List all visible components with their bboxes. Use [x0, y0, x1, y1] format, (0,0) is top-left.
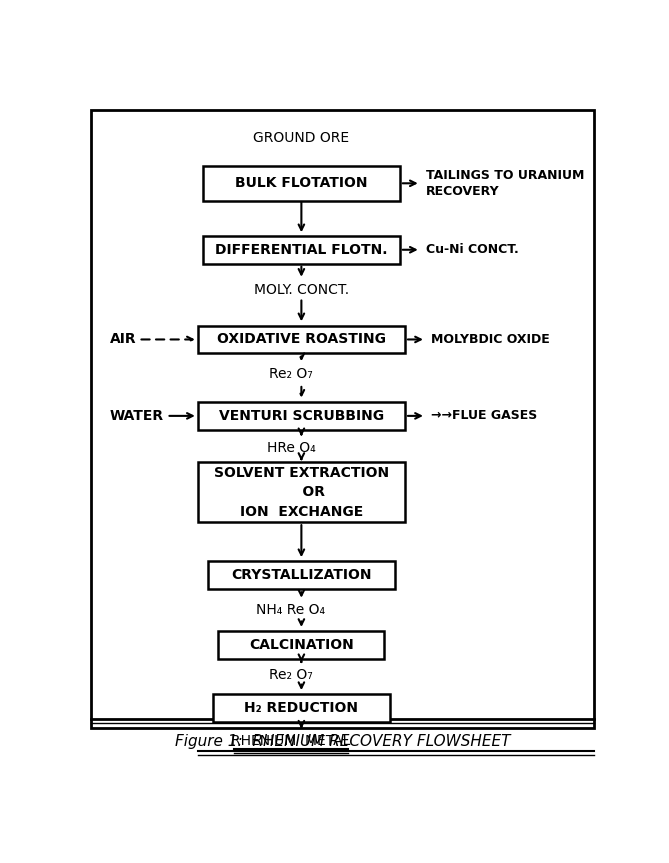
Text: SOLVENT EXTRACTION
     OR
ION  EXCHANGE: SOLVENT EXTRACTION OR ION EXCHANGE	[214, 466, 389, 519]
Text: WATER: WATER	[110, 409, 164, 423]
Bar	[198, 402, 405, 430]
Text: NH₄ Re O₄: NH₄ Re O₄	[256, 603, 326, 617]
Text: TAILINGS TO URANIUM: TAILINGS TO URANIUM	[426, 169, 584, 182]
Bar	[203, 166, 400, 200]
Text: BULK FLOTATION: BULK FLOTATION	[235, 176, 368, 191]
Text: HRe O₄: HRe O₄	[267, 441, 315, 455]
Bar	[213, 695, 389, 722]
Text: MOLY. CONCT.: MOLY. CONCT.	[254, 282, 349, 297]
Text: DIFFERENTIAL FLOTN.: DIFFERENTIAL FLOTN.	[215, 243, 387, 257]
Text: OXIDATIVE ROASTING: OXIDATIVE ROASTING	[217, 332, 386, 346]
Bar	[218, 631, 384, 659]
Bar	[203, 236, 400, 264]
Text: MOLYBDIC OXIDE: MOLYBDIC OXIDE	[431, 333, 550, 346]
Text: H₂ REDUCTION: H₂ REDUCTION	[244, 702, 359, 715]
Text: AIR: AIR	[110, 332, 136, 346]
Text: →→FLUE GASES: →→FLUE GASES	[431, 409, 537, 422]
Bar	[198, 325, 405, 354]
Text: Re₂ O₇: Re₂ O₇	[269, 668, 313, 682]
Text: Cu-Ni CONCT.: Cu-Ni CONCT.	[426, 243, 518, 256]
Text: VENTURI SCRUBBING: VENTURI SCRUBBING	[219, 409, 384, 423]
Text: RHENIUM  METAL: RHENIUM METAL	[231, 734, 351, 748]
Text: CRYSTALLIZATION: CRYSTALLIZATION	[231, 569, 372, 583]
Text: Re₂ O₇: Re₂ O₇	[269, 367, 313, 381]
Text: Figure 1:  RHENIUM RECOVERY FLOWSHEET: Figure 1: RHENIUM RECOVERY FLOWSHEET	[175, 734, 510, 749]
Bar	[208, 562, 395, 589]
Text: CALCINATION: CALCINATION	[249, 638, 354, 652]
Text: GROUND ORE: GROUND ORE	[254, 131, 349, 145]
Bar	[198, 463, 405, 522]
Text: RECOVERY: RECOVERY	[426, 185, 500, 198]
